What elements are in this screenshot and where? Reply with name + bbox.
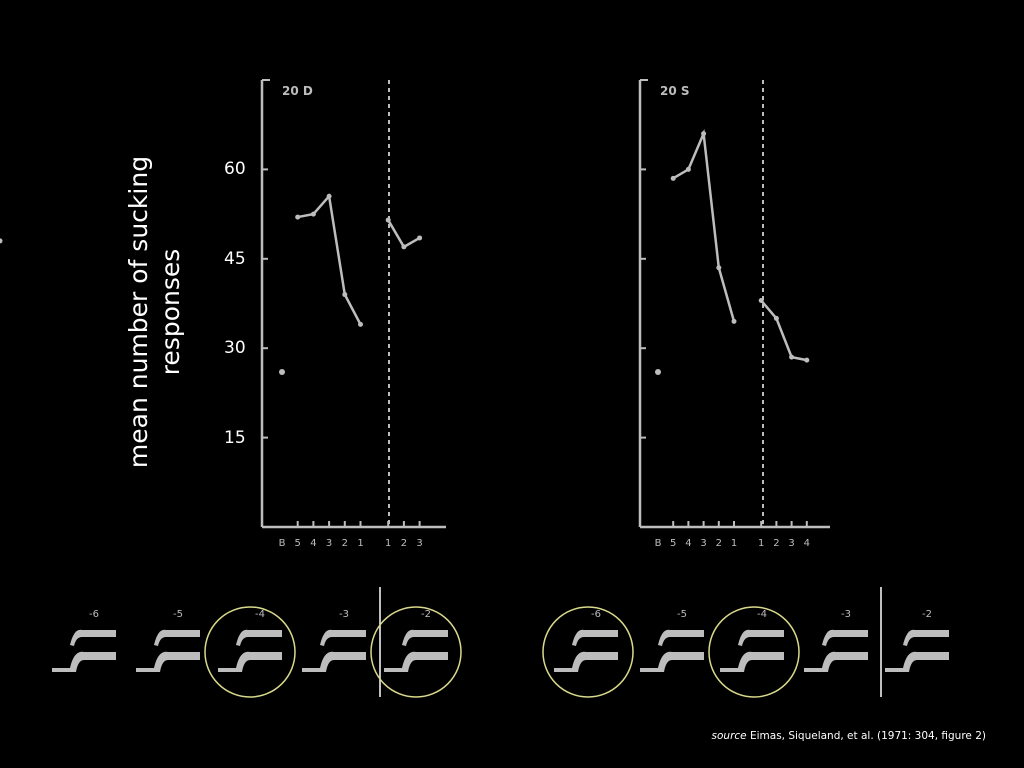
data-point xyxy=(342,292,348,298)
formant-lower xyxy=(640,651,704,672)
baseline-point xyxy=(655,369,661,376)
stimulus-label: -5 xyxy=(677,609,687,620)
formant-upper xyxy=(70,629,116,646)
x-tick-label: B xyxy=(655,538,662,549)
formant-lower xyxy=(720,651,784,672)
y-tick-label: 45 xyxy=(224,248,246,269)
x-tick-label: 4 xyxy=(804,538,810,549)
stimulus-label: -5 xyxy=(173,609,183,620)
x-tick-label: 2 xyxy=(401,538,407,549)
x-tick-label: 3 xyxy=(326,538,332,549)
series-line-post xyxy=(387,219,421,249)
formant-upper xyxy=(658,629,704,646)
data-point xyxy=(310,211,316,217)
x-tick-label: B xyxy=(279,538,286,549)
data-point xyxy=(670,175,676,181)
x-tick-label: 4 xyxy=(310,538,316,549)
series-line-pre xyxy=(297,193,362,325)
formant-upper xyxy=(903,629,949,646)
data-point xyxy=(701,131,707,137)
x-tick-label: 3 xyxy=(700,538,706,549)
y-tick-label: 30 xyxy=(224,338,246,359)
source-citation: source Eimas, Siqueland, et al. (1971: 3… xyxy=(712,730,986,742)
formant-lower xyxy=(885,651,949,672)
formant-lower xyxy=(52,651,116,672)
data-point xyxy=(773,315,779,321)
formant-lower xyxy=(804,651,868,672)
data-point xyxy=(731,318,737,324)
formant-lower xyxy=(218,651,282,672)
data-point xyxy=(804,357,810,363)
chart-panel-1: B 5 4 3 2 1 1 2 320 D xyxy=(0,79,446,549)
stimulus-label: -3 xyxy=(339,609,349,620)
stimulus-label: -4 xyxy=(757,609,767,620)
formant-upper xyxy=(402,629,448,646)
formant-upper xyxy=(154,629,200,646)
x-tick-label: 2 xyxy=(716,538,722,549)
x-tick-label: 5 xyxy=(670,538,676,549)
highlight-circle xyxy=(708,606,800,698)
x-tick-label: 1 xyxy=(731,538,737,549)
highlight-circle xyxy=(204,606,296,698)
stimulus-label: -3 xyxy=(841,609,851,620)
formant-lower xyxy=(554,651,618,672)
highlight-circle xyxy=(370,606,462,698)
stimulus-right: -3 xyxy=(804,609,868,672)
stimulus-label: -6 xyxy=(89,609,99,620)
stimulus-right: -5 xyxy=(640,609,704,672)
x-tick-label: 1 xyxy=(758,538,764,549)
data-point xyxy=(385,217,391,223)
formant-lower xyxy=(136,651,200,672)
x-tick-label: 1 xyxy=(385,538,391,549)
stimulus-right: -2 xyxy=(885,609,949,672)
formant-upper xyxy=(572,629,618,646)
stimulus-left: -6 xyxy=(52,609,116,672)
series-line-pre xyxy=(672,128,736,322)
data-point xyxy=(716,265,722,271)
stimulus-label: -4 xyxy=(255,609,265,620)
x-tick-label: 2 xyxy=(773,538,779,549)
stimulus-label: -2 xyxy=(421,609,431,620)
source-text: Eimas, Siqueland, et al. (1971: 304, fig… xyxy=(746,730,986,742)
source-italic: source xyxy=(711,730,747,742)
stimulus-left: -4 xyxy=(218,609,282,672)
data-point xyxy=(417,235,423,241)
formant-upper xyxy=(738,629,784,646)
x-tick-label: 4 xyxy=(685,538,691,549)
highlight-circle xyxy=(542,606,634,698)
x-tick-label: 3 xyxy=(416,538,422,549)
x-tick-label: 3 xyxy=(788,538,794,549)
series-line-post xyxy=(760,299,808,362)
data-point xyxy=(295,214,301,220)
data-point xyxy=(758,298,764,304)
stimulus-label: -6 xyxy=(591,609,601,620)
x-tick-label: 5 xyxy=(295,538,301,549)
stimulus-left: -3 xyxy=(302,609,366,672)
data-point xyxy=(0,238,3,244)
stimulus-left: -2 xyxy=(384,609,448,672)
stimulus-right: -6 xyxy=(554,609,618,672)
x-tick-label: 1 xyxy=(357,538,363,549)
panel-label: 20 S xyxy=(660,84,690,98)
baseline-point xyxy=(279,369,285,376)
formant-upper xyxy=(320,629,366,646)
data-point xyxy=(401,244,407,250)
y-tick-label: 60 xyxy=(224,159,246,180)
panel-label: 20 D xyxy=(282,84,313,98)
chart-panel-2: B 5 4 3 2 1 1 2 3 420 S xyxy=(638,79,830,549)
data-point xyxy=(326,193,332,199)
data-point xyxy=(685,166,691,172)
y-tick-label: 15 xyxy=(224,427,246,448)
stimulus-right: -4 xyxy=(720,609,784,672)
data-point xyxy=(789,354,795,360)
formant-upper xyxy=(822,629,868,646)
formant-lower xyxy=(302,651,366,672)
stimulus-left: -5 xyxy=(136,609,200,672)
formant-lower xyxy=(384,651,448,672)
data-point xyxy=(358,321,363,327)
formant-upper xyxy=(236,629,282,646)
stimulus-label: -2 xyxy=(922,609,932,620)
x-tick-label: 2 xyxy=(342,538,348,549)
